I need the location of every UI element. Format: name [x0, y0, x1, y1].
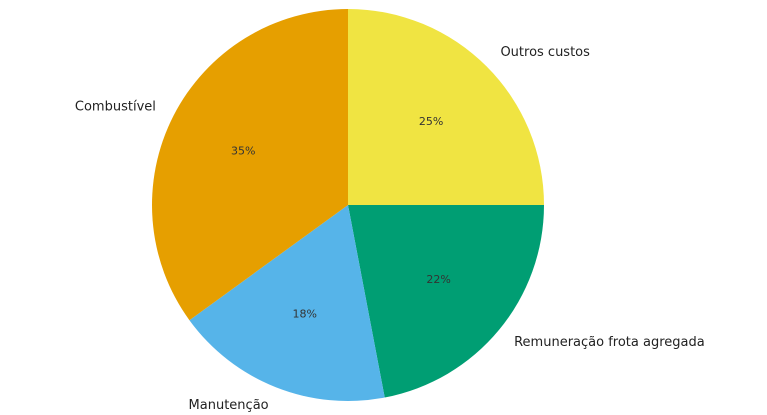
pie-slice-0 — [348, 9, 544, 205]
pie-labels: Outros custos 25% Remuneração frota agrega… — [75, 45, 705, 413]
slice-percent-3: 35% — [231, 145, 255, 158]
slice-label-0: Outros custos — [500, 45, 590, 60]
slice-percent-0: 25% — [419, 115, 443, 128]
slice-label-2: Manutenção — [189, 398, 269, 413]
slice-percent-1: 22% — [426, 273, 450, 286]
pie-slices — [152, 9, 544, 401]
pie-slice-1 — [348, 205, 544, 398]
slice-percent-2: 18% — [292, 307, 316, 320]
slice-label-3: Combustível — [75, 100, 156, 115]
pie-slice-2 — [189, 205, 385, 401]
pie-slice-3 — [152, 9, 348, 321]
slice-label-1: Remuneração frota agregada — [514, 335, 705, 350]
